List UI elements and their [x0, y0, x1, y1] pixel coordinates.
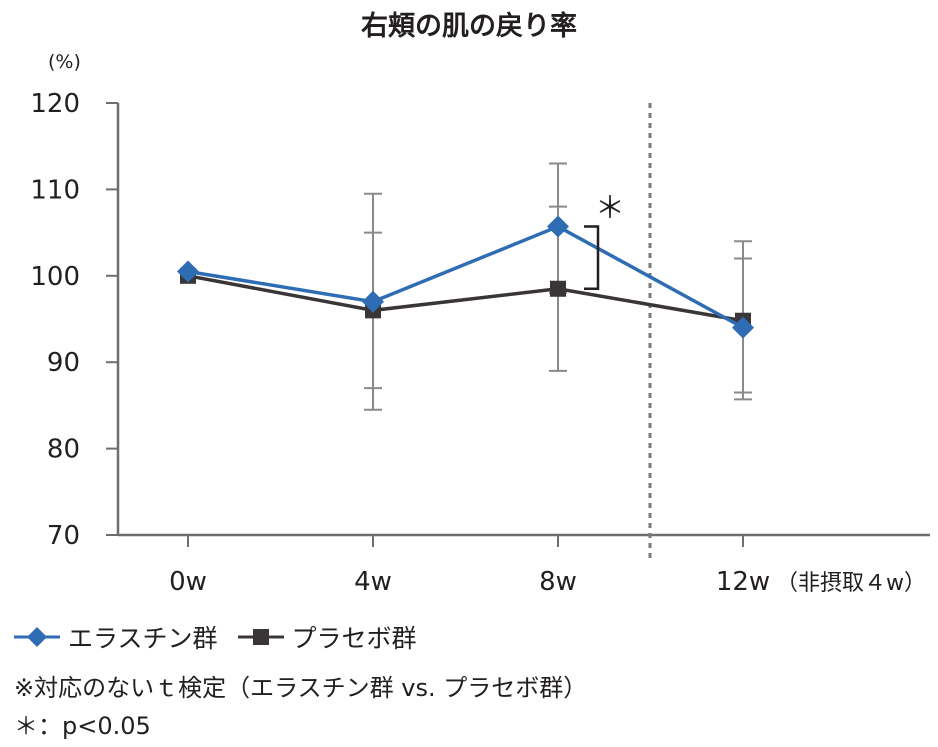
- y-tick-label: 90: [47, 348, 80, 378]
- significance-bracket: [584, 225, 600, 291]
- x-tick-label: 0w: [169, 567, 207, 597]
- footnote-pvalue: ＊：p<0.05: [14, 712, 151, 740]
- legend-label-placebo: プラセボ群: [291, 624, 417, 653]
- y-tick-label: 80: [47, 435, 80, 465]
- legend-label-elastin: エラスチン群: [68, 624, 218, 653]
- data-point-diamond: [732, 316, 754, 339]
- diamond-marker-icon: [14, 627, 60, 647]
- data-point-square: [550, 280, 566, 297]
- series-line: [187, 224, 744, 330]
- y-unit-label: (%): [48, 51, 81, 73]
- data-point-diamond: [362, 290, 384, 313]
- y-tick-label: 110: [30, 175, 80, 205]
- x-tick-label: 8w: [539, 567, 577, 597]
- legend-item-placebo: プラセボ群: [237, 619, 417, 655]
- chart-title: 右頬の肌の戻り率: [361, 10, 577, 42]
- y-tick-label: 70: [47, 521, 80, 551]
- legend-item-elastin: エラスチン群: [14, 619, 218, 655]
- x-tick-label: 12w: [716, 567, 770, 597]
- y-tick-label: 120: [30, 89, 80, 119]
- footnote-test: ※対応のないｔ検定（エラスチン群 vs. プラセボ群）: [14, 674, 588, 702]
- x-tick-note: （非摂取４w）: [776, 571, 926, 596]
- data-point-diamond: [547, 215, 569, 238]
- x-tick-label: 4w: [354, 567, 392, 597]
- chart: 右頬の肌の戻り率 (%) 70 80 90 100 110 120 0w 4w 8w 12w ＊ （…: [30, 10, 930, 597]
- y-tick-label: 100: [30, 262, 80, 292]
- square-marker-icon: [237, 629, 284, 645]
- plot-area: 70 80 90 100 110 120 0w 4w 8w 12w ＊: [30, 89, 930, 597]
- data-point-diamond: [177, 260, 199, 283]
- significance-star: ＊: [595, 191, 625, 226]
- series-line: [187, 274, 744, 323]
- legend: エラスチン群 プラセボ群: [14, 619, 417, 655]
